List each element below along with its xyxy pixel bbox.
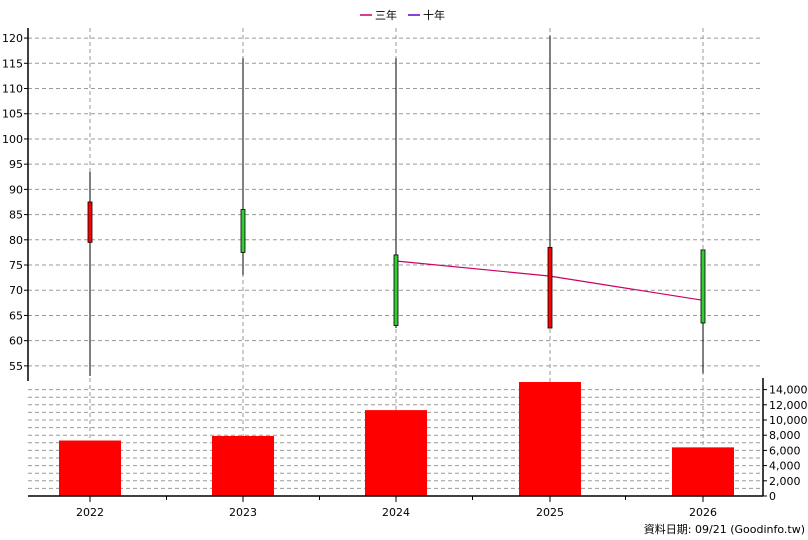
price-tick-label: 110 [2, 83, 23, 96]
price-tick-label: 95 [9, 158, 23, 171]
volume-tick-label: 4,000 [769, 460, 801, 473]
x-axis: 2022 2023 2024 2025 2026 [28, 495, 763, 519]
x-tick-label: 2026 [689, 506, 717, 519]
legend-label-three-year: 三年 [375, 8, 397, 22]
volume-tick-label: 10,000 [769, 414, 808, 427]
price-tick-label: 60 [9, 335, 23, 348]
volume-tick-label: 14,000 [769, 384, 808, 397]
volume-tick-label: 12,000 [769, 399, 808, 412]
price-tick-label: 65 [9, 309, 23, 322]
volume-bar [59, 440, 121, 496]
candle-body [700, 249, 706, 324]
price-tick-label: 80 [9, 234, 23, 247]
price-tick-label: 105 [2, 108, 23, 121]
volume-bar [365, 410, 427, 496]
volume-bar [672, 447, 734, 496]
volume-tick-label: 6,000 [769, 444, 801, 457]
candle-body [87, 201, 93, 243]
x-tick-label: 2024 [382, 506, 410, 519]
candle-body [547, 246, 553, 329]
volume-bar [519, 382, 581, 496]
candle-body [393, 254, 399, 326]
x-tick-label: 2022 [76, 506, 104, 519]
price-tick-label: 55 [9, 360, 23, 373]
x-tick-label: 2023 [229, 506, 257, 519]
volume-tick-label: 2,000 [769, 475, 801, 488]
price-tick-label: 115 [2, 57, 23, 70]
volume-tick-label: 8,000 [769, 429, 801, 442]
price-tick-label: 70 [9, 284, 23, 297]
volume-tick-label: 0 [769, 490, 776, 503]
candle-body [240, 209, 246, 253]
volume-bar [212, 435, 274, 496]
legend-label-ten-year: 十年 [423, 8, 445, 22]
price-panel: 55 60 65 70 75 80 85 90 95 100 105 110 115 120 [2, 28, 763, 381]
price-tick-label: 120 [2, 32, 23, 45]
x-tick-label: 2025 [536, 506, 564, 519]
price-tick-label: 85 [9, 209, 23, 222]
volume-panel: 0 2,000 4,000 6,000 8,000 10,000 12,000 14,000 [28, 378, 808, 503]
price-tick-label: 100 [2, 133, 23, 146]
price-tick-label: 90 [9, 183, 23, 196]
legend: 三年 十年 [360, 8, 445, 22]
price-tick-label: 75 [9, 259, 23, 272]
source-note: 資料日期: 09/21 (Goodinfo.tw) [644, 522, 805, 536]
